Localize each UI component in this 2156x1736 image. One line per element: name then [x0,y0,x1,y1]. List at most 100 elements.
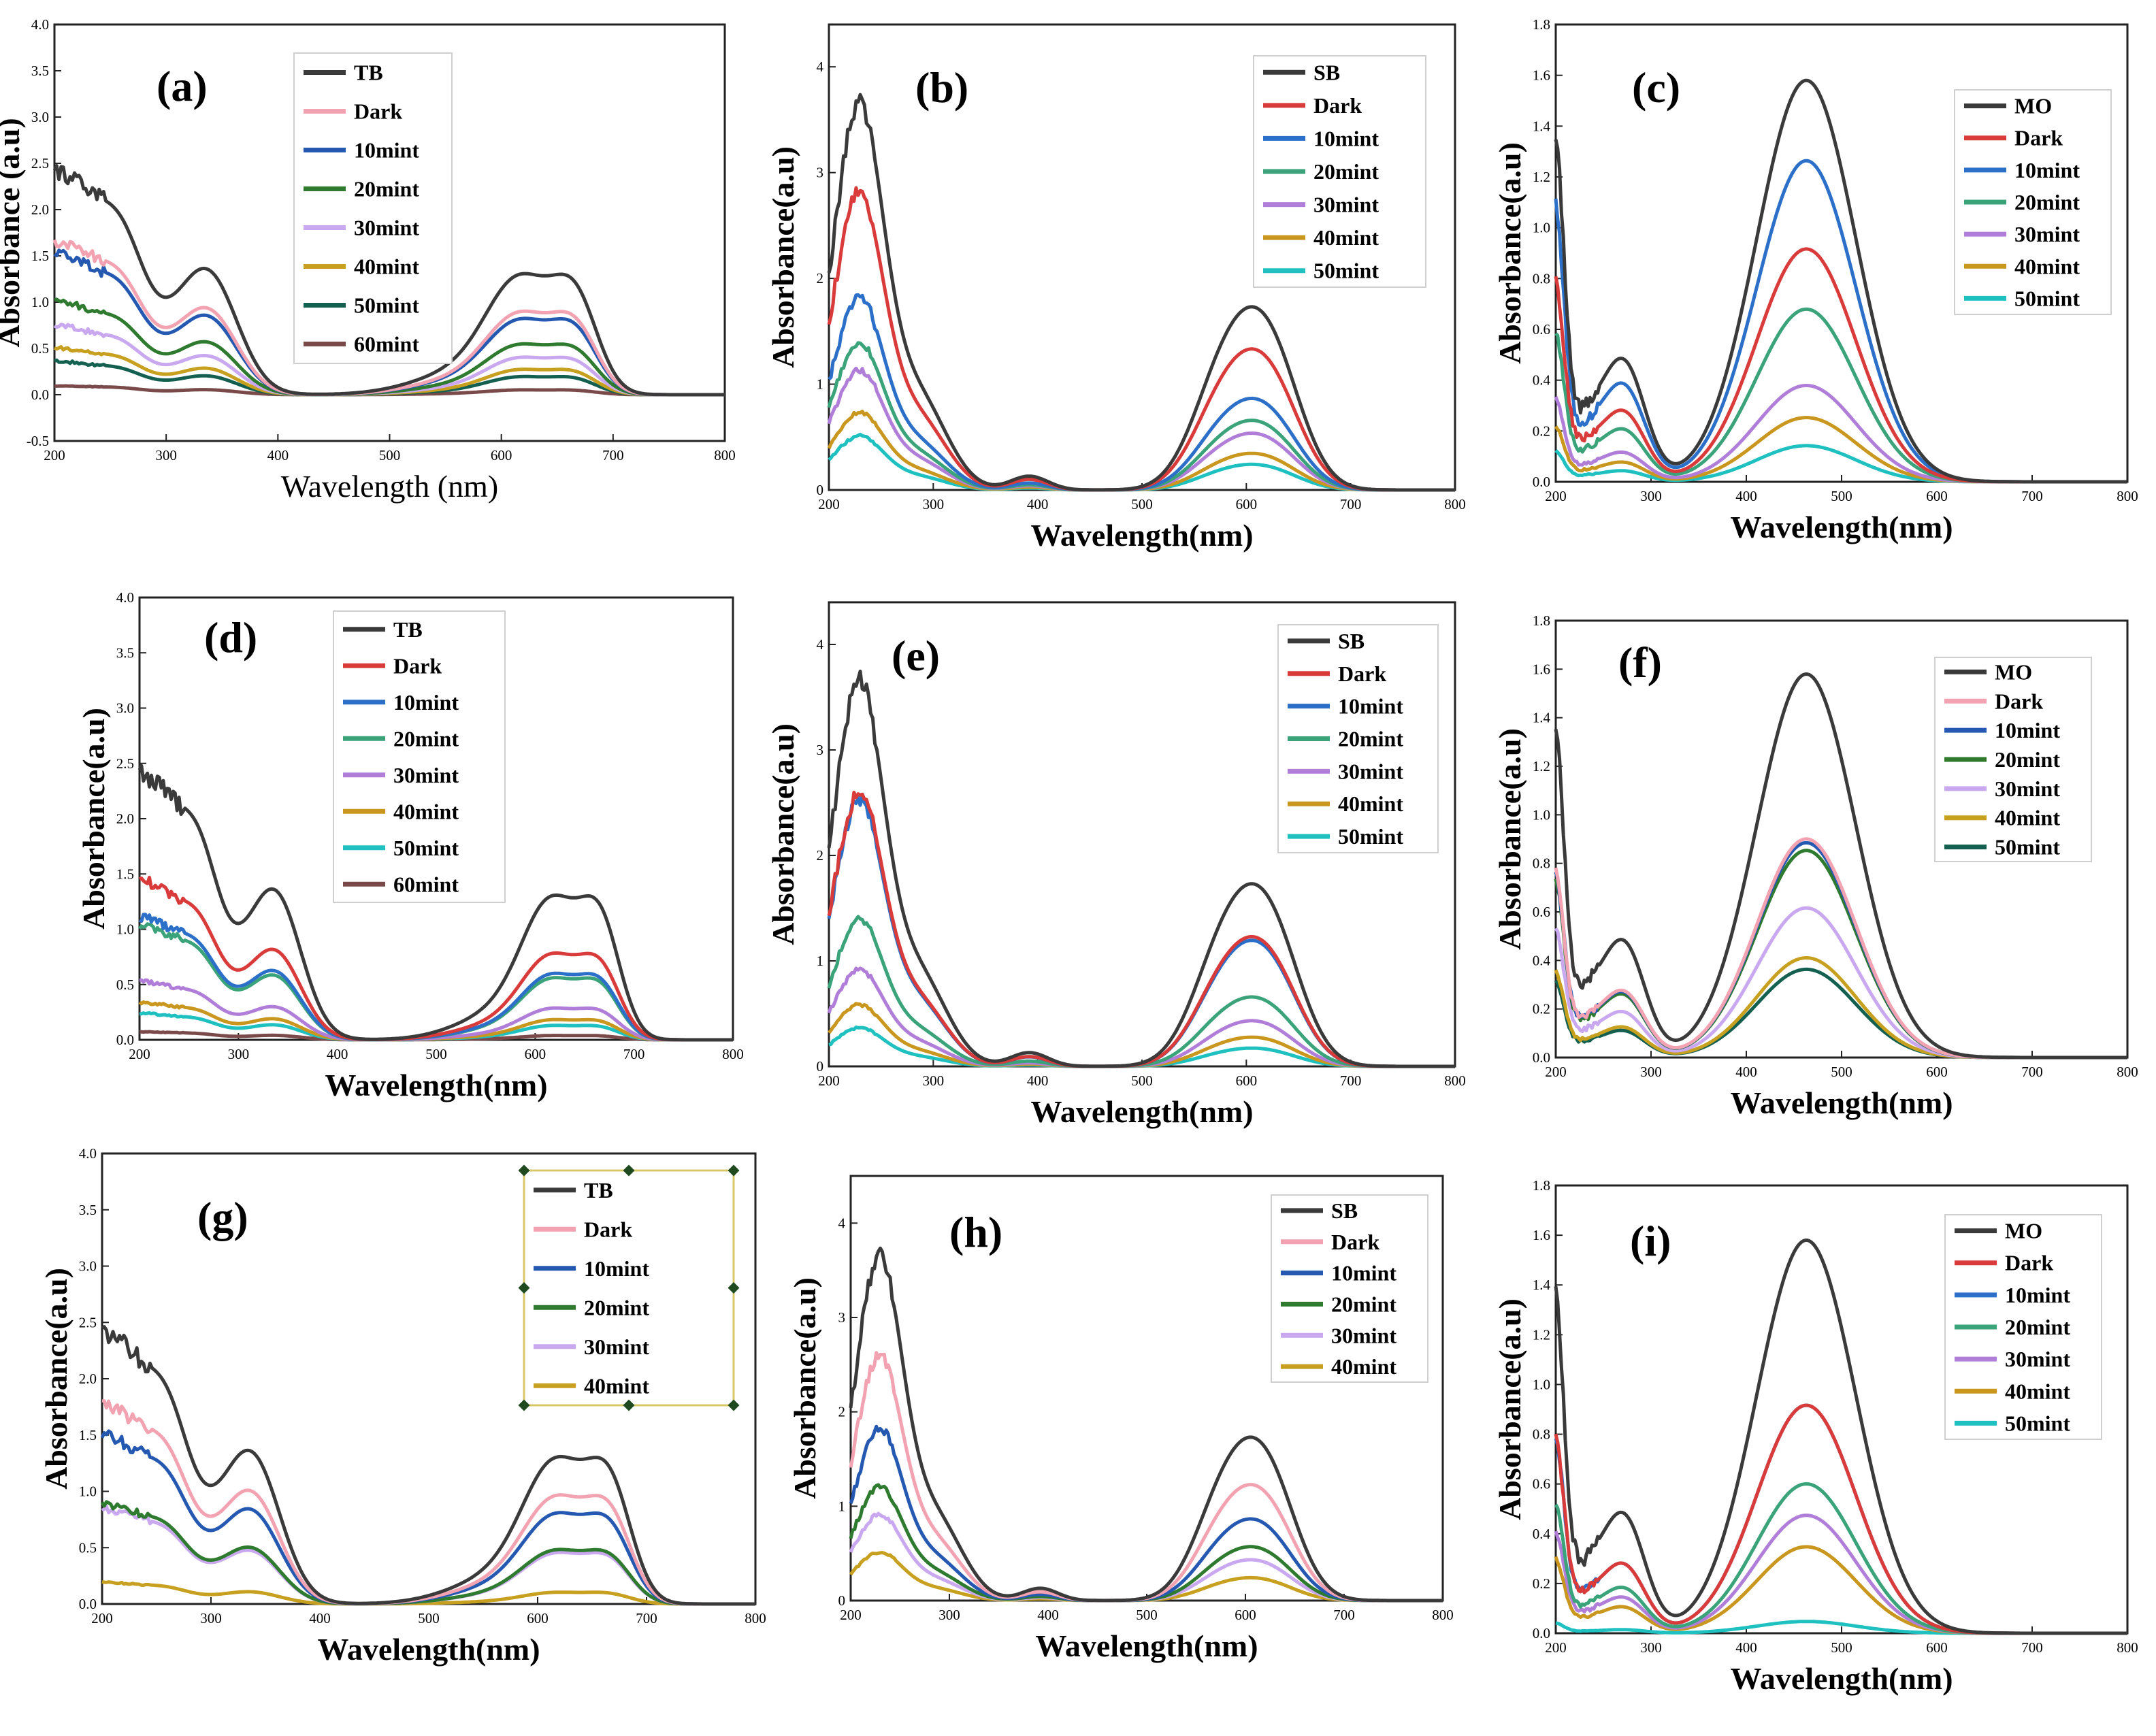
x-tick-label: 700 [1333,1607,1355,1623]
legend-entry-40mint: 40mint [393,799,459,823]
x-tick-label: 700 [602,447,624,463]
y-tick-label: 1.8 [1533,1177,1550,1194]
legend-entry-50mint: 50mint [1338,824,1403,849]
y-axis-title: Absorbance(a.u) [39,1268,74,1490]
x-tick-label: 500 [1831,488,1852,504]
x-axis-title: Wavelength(nm) [1030,1094,1253,1129]
legend-entry-Dark: Dark [584,1217,632,1241]
y-axis-title: Absorbance(a.u) [1492,1298,1527,1520]
legend-entry-Dark: Dark [1338,661,1386,686]
x-tick-label: 200 [818,496,840,512]
legend-entry-50mint: 50mint [393,836,459,860]
y-tick-label: 1.6 [1533,1227,1550,1243]
legend-entry-MO: MO [2014,94,2052,118]
x-tick-label: 800 [722,1046,744,1062]
legend-handle[interactable] [623,1164,635,1177]
x-tick-label: 200 [840,1607,862,1623]
y-tick-label: 2 [817,270,824,286]
x-tick-label: 400 [1735,488,1757,504]
x-tick-label: 700 [636,1610,657,1626]
legend-entry-SB: SB [1331,1198,1358,1223]
legend-entry-30mint: 30mint [2014,222,2080,246]
y-tick-label: 0.5 [116,977,134,993]
legend-entry-20mint: 20mint [1338,727,1403,751]
x-tick-label: 300 [1640,488,1662,504]
legend-entry-10mint: 10mint [1313,126,1379,150]
y-tick-label: 0.0 [1533,474,1550,490]
y-tick-label: 1.0 [1533,220,1550,236]
legend-entry-30mint: 30mint [584,1334,649,1359]
x-tick-label: 500 [1131,496,1153,512]
x-tick-label: 200 [44,447,65,463]
y-tick-label: 1 [838,1498,846,1514]
legend-entry-Dark: Dark [2005,1251,2053,1275]
x-tick-label: 300 [1640,1064,1662,1080]
chart-panel-2: 200 300 400 500 600 700 800 0 1 2 3 4 (b) Wavelength(… [766,23,1466,553]
legend-handle[interactable] [518,1399,530,1411]
x-tick-label: 400 [309,1610,331,1626]
panel-label: (d) [204,613,257,661]
series-line-TB [137,764,733,1042]
series-line-20mint [1554,1482,2127,1635]
chart-panel-3: 200 300 400 500 600 700 800 0.0 0.2 0.4 0.6 0.8 1.0 1… [1492,16,2138,544]
legend-entry-50mint: 50mint [354,293,419,318]
y-tick-label: 2.5 [31,155,49,171]
y-tick-label: 0.5 [31,340,49,357]
y-tick-label: 4.0 [116,589,134,606]
panel-label: (e) [892,632,940,680]
x-tick-label: 600 [491,447,512,463]
series-line-TB [52,164,725,397]
y-axis-title: Absorbance(a.u) [1492,728,1527,950]
y-tick-label: 0.5 [79,1539,97,1556]
legend-entry-40mint: 40mint [1313,225,1379,250]
legend-handle[interactable] [728,1399,740,1411]
legend-entry-20mint: 20mint [2014,190,2080,214]
legend-handle[interactable] [518,1164,530,1177]
y-tick-label: 1.8 [1533,612,1550,629]
legend-handle[interactable] [728,1164,740,1177]
panel-label: (h) [949,1208,1002,1256]
legend-handle[interactable] [623,1399,635,1411]
x-axis-title: Wavelength(nm) [1730,1661,1953,1696]
x-axis-title: Wavelength(nm) [1730,1085,1953,1120]
x-tick-label: 400 [327,1046,348,1062]
series-line-10mint [849,1424,1443,1603]
x-tick-label: 300 [938,1607,960,1623]
x-tick-label: 400 [1027,1072,1049,1089]
chart-panel-7: 200 300 400 500 600 700 800 0.0 0.5 1.0 1.5 2.0 2.5 3… [39,1145,766,1667]
y-axis-title: Absorbance(a.u) [1492,142,1527,364]
x-axis-title: Wavelength (nm) [281,469,498,504]
y-tick-label: 0.8 [1533,1426,1550,1443]
y-tick-label: 4.0 [31,16,49,33]
legend-handle[interactable] [728,1282,740,1294]
legend-entry-SB: SB [1313,60,1340,84]
y-tick-label: 0.0 [31,387,49,403]
legend-entry-20mint: 20mint [393,726,459,751]
x-tick-label: 600 [1926,1064,1948,1080]
x-tick-label: 300 [1640,1639,1662,1656]
series-line-TB [101,1325,755,1606]
y-tick-label: 1.2 [1533,169,1550,185]
y-tick-label: 3.5 [116,644,134,661]
x-tick-label: 700 [2021,1064,2043,1080]
y-tick-label: 0.6 [1533,904,1550,920]
series-line-SB [827,670,1455,1068]
legend-entry-TB: TB [393,617,423,642]
x-tick-label: 600 [1926,488,1948,504]
y-tick-label: 3 [817,742,824,758]
series-line-40mint [101,1580,755,1606]
x-tick-label: 200 [1545,1639,1567,1656]
chart-panel-4: 200 300 400 500 600 700 800 0.0 0.5 1.0 1.5 2.0 2.5 3… [76,589,744,1102]
legend-entry-30mint: 30mint [1331,1323,1396,1347]
y-tick-label: 4 [838,1215,846,1231]
legend-entry-40mint: 40mint [2014,254,2080,278]
y-tick-label: 3 [838,1309,846,1326]
x-tick-label: 800 [1432,1607,1454,1623]
y-tick-label: 1.5 [116,866,134,882]
series-line-SB [849,1246,1443,1603]
y-tick-label: 2.5 [116,755,134,772]
x-axis-title: Wavelength(nm) [1035,1628,1258,1663]
legend-handle[interactable] [518,1282,530,1294]
legend-entry-30mint: 30mint [1338,759,1403,783]
y-tick-label: 1.5 [31,248,49,264]
